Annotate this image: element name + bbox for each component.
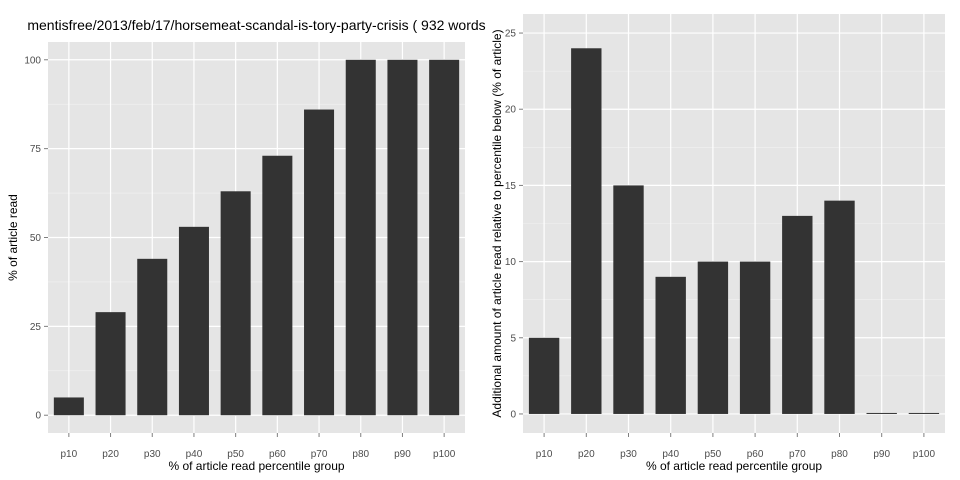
bar-p20 [571, 48, 602, 414]
bar-p60 [739, 261, 771, 414]
left-bars [53, 59, 460, 416]
y-tick-label: 75 [30, 144, 42, 155]
x-tick-label: p30 [620, 449, 637, 460]
bar-p50 [697, 261, 729, 414]
x-tick-label: p50 [705, 449, 722, 460]
bar-p100 [908, 412, 940, 414]
bar-p40 [178, 226, 209, 416]
x-tick-label: p40 [662, 449, 679, 460]
y-tick-label: 25 [30, 322, 42, 333]
bar-p100 [429, 59, 460, 416]
left-y-axis-title: % of article read [6, 194, 20, 281]
bar-p70 [304, 109, 335, 416]
y-tick-label: 0 [35, 411, 41, 422]
x-tick-label: p100 [913, 449, 936, 460]
right-x-axis-title: % of article read percentile group [646, 459, 822, 473]
x-tick-label: p60 [747, 449, 764, 460]
right-x-axis: p10 p20 p30 p40 p50 p60 p70 p80 p90 p100 [536, 433, 936, 460]
y-tick-label: 25 [505, 29, 517, 40]
y-tick-label: 5 [510, 333, 516, 344]
x-tick-label: p30 [144, 449, 161, 460]
y-tick-label: 10 [505, 257, 517, 268]
bar-p10 [53, 397, 84, 416]
bar-p80 [345, 59, 376, 416]
bar-p60 [262, 155, 293, 416]
left-chart-title: mentisfree/2013/feb/17/horsemeat-scandal… [27, 17, 485, 33]
x-tick-label: p80 [831, 449, 848, 460]
y-tick-label: 15 [505, 181, 517, 192]
left-x-axis: p10 p20 p30 p40 p50 p60 p70 p80 p90 p100 [61, 433, 456, 460]
bar-p50 [220, 191, 251, 416]
x-tick-label: p10 [61, 449, 78, 460]
x-tick-label: p70 [789, 449, 806, 460]
left-x-axis-title: % of article read percentile group [168, 459, 344, 473]
bar-p10 [528, 337, 560, 414]
right-y-axis: 0 5 10 15 20 25 [505, 29, 523, 420]
bar-p90 [387, 59, 418, 416]
y-tick-label: 0 [510, 409, 516, 420]
y-tick-label: 20 [505, 105, 517, 116]
x-tick-label: p70 [311, 449, 328, 460]
bar-p90 [866, 412, 897, 414]
x-tick-label: p90 [873, 449, 890, 460]
x-tick-label: p20 [578, 449, 595, 460]
x-tick-label: p60 [269, 449, 286, 460]
x-tick-label: p80 [352, 449, 369, 460]
left-y-axis: 0 25 50 75 100 [24, 55, 48, 422]
bar-p70 [782, 215, 813, 414]
right-bars [528, 48, 940, 414]
x-tick-label: p40 [186, 449, 203, 460]
bar-p20 [95, 312, 126, 416]
bar-p40 [655, 276, 686, 414]
y-tick-label: 100 [24, 55, 41, 66]
x-tick-label: p50 [227, 449, 244, 460]
x-tick-label: p20 [102, 449, 119, 460]
right-y-axis-title: Additional amount of article read relati… [490, 29, 504, 417]
y-tick-label: 50 [30, 233, 42, 244]
bar-p80 [824, 200, 855, 414]
bar-p30 [137, 258, 168, 416]
x-tick-label: p100 [433, 449, 456, 460]
x-tick-label: p10 [536, 449, 553, 460]
bar-p30 [613, 185, 644, 414]
x-tick-label: p90 [394, 449, 411, 460]
